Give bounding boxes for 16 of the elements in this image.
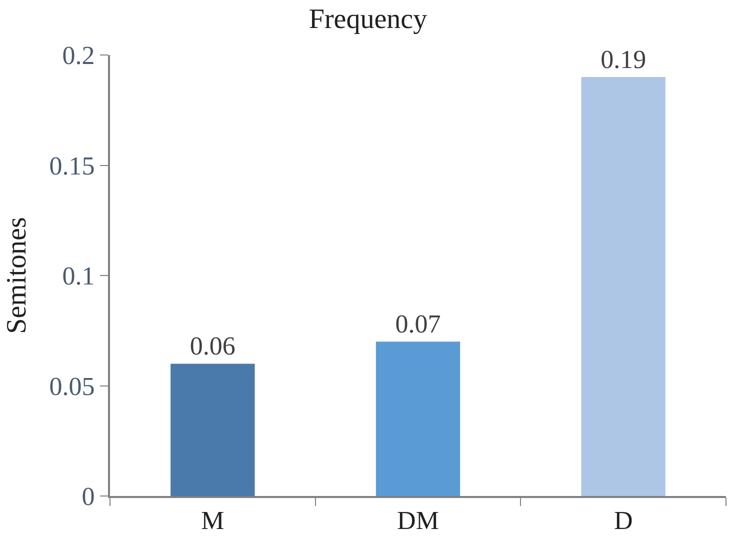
- data-label: 0.06: [190, 332, 236, 361]
- x-tick-label: DM: [397, 506, 439, 536]
- data-label: 0.19: [600, 45, 646, 74]
- bar: [581, 77, 666, 496]
- y-tick-label: 0: [82, 482, 95, 512]
- y-axis-title: Semitones: [2, 217, 32, 334]
- y-tick-label: 0.05: [49, 372, 95, 401]
- bar: [376, 342, 460, 496]
- x-tick-label: M: [201, 506, 224, 536]
- y-tick-label: 0.1: [62, 262, 95, 291]
- y-tick-label: 0.2: [62, 41, 95, 70]
- data-label: 0.07: [395, 310, 441, 339]
- x-tick-label: D: [614, 506, 633, 536]
- y-tick-label: 0.15: [49, 151, 95, 180]
- bar: [170, 364, 255, 496]
- chart-title: Frequency: [308, 4, 428, 35]
